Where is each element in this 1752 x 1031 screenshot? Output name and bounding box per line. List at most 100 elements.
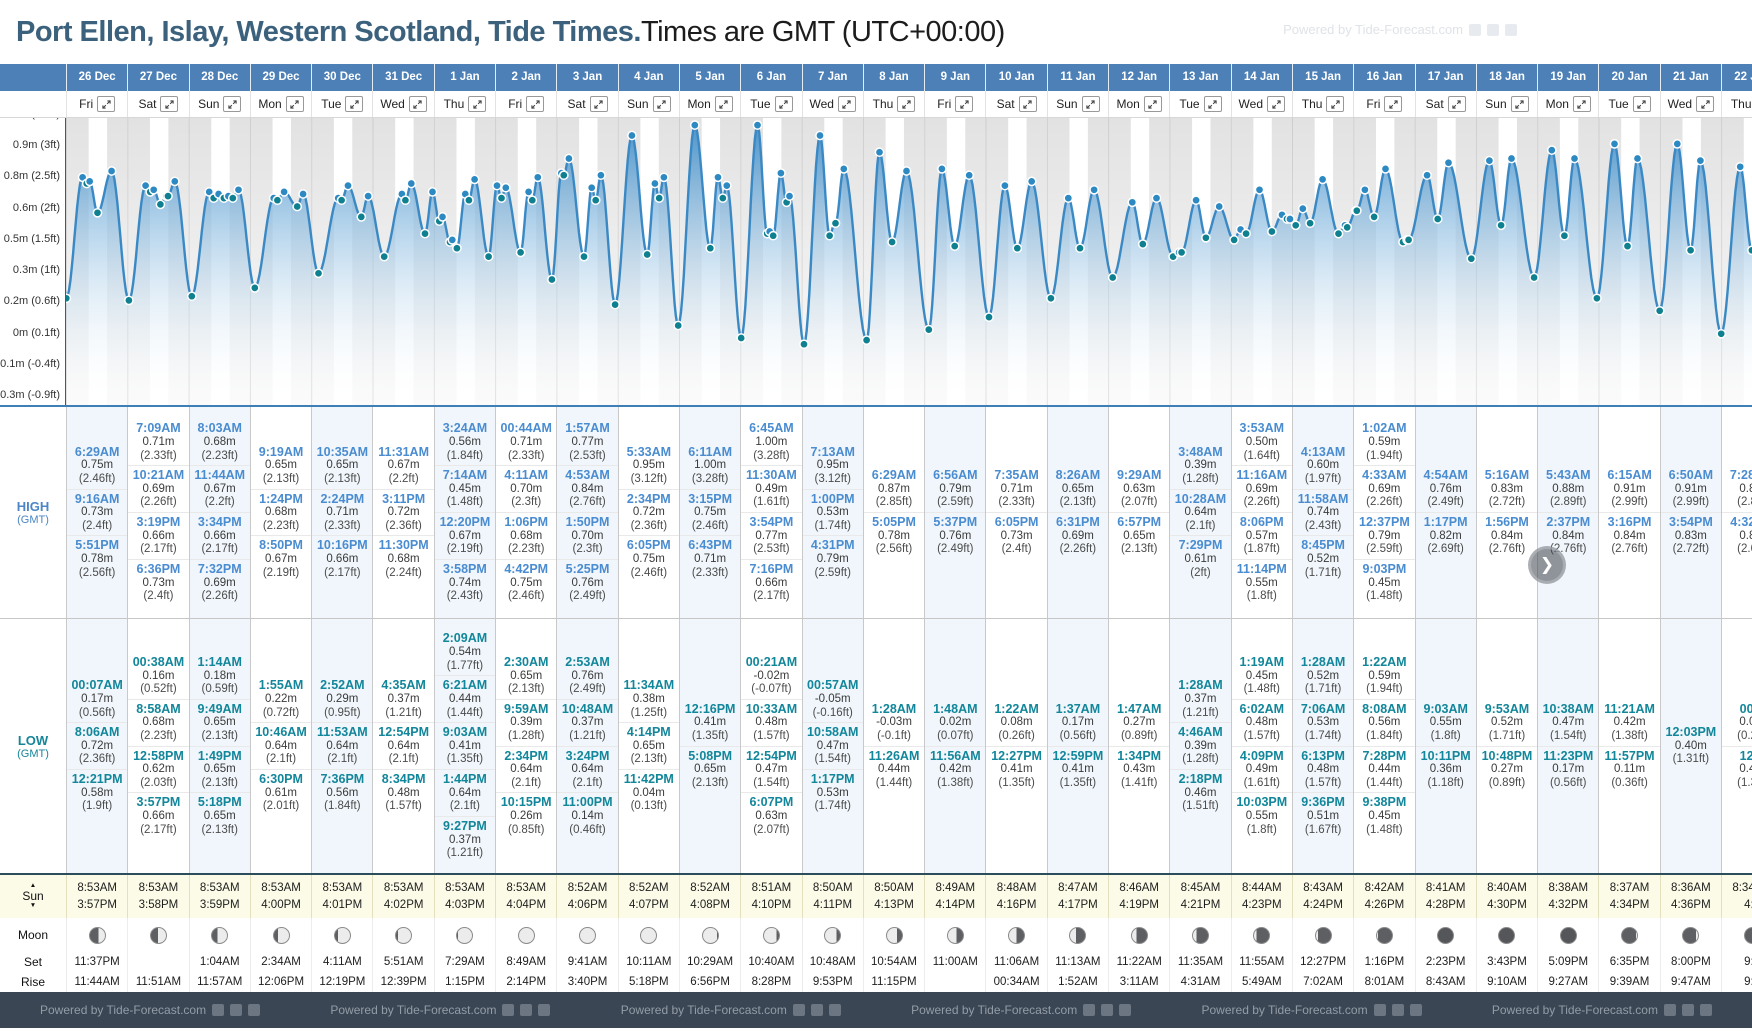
scroll-next-button[interactable]: ❯: [1528, 546, 1566, 584]
expand-day-button[interactable]: [408, 96, 427, 112]
expand-day-button[interactable]: [1326, 96, 1345, 112]
low-tide-point: [830, 218, 841, 229]
tide-event: 1:55AM 0.22m (0.72ft): [251, 676, 311, 722]
date-cell: 22 Jan: [1721, 64, 1752, 91]
tide-height-ft: (1.28ft): [1182, 473, 1219, 485]
sunset-time: 3:58PM: [138, 899, 179, 911]
moonset-cell: 5:09PM: [1537, 952, 1598, 972]
tide-event: 3:15PM 0.75m (2.46ft): [679, 488, 741, 536]
tide-height-ft: (0.95ft): [324, 706, 361, 719]
high-tide-point: [532, 172, 543, 183]
expand-day-button[interactable]: [897, 96, 916, 112]
day-cell: Thu: [862, 91, 924, 117]
tide-height-m: 0.0m: [1739, 716, 1752, 729]
expand-day-button[interactable]: [1384, 96, 1403, 112]
sunset-time: 4:07PM: [629, 899, 669, 911]
tide-height-ft: (2.8ft): [1737, 496, 1752, 509]
powered-by-text: Powered by Tide-Forecast.com: [911, 1003, 1078, 1017]
tide-event: 9:19AM 0.65m (2.13ft): [251, 443, 311, 489]
expand-day-button[interactable]: [1632, 96, 1651, 112]
expand-day-button[interactable]: [1572, 96, 1591, 112]
expand-day-button[interactable]: [345, 96, 364, 112]
tide-time: 5:51PM: [75, 538, 120, 553]
expand-icon: [290, 99, 299, 109]
day-name: Fri: [79, 97, 94, 111]
tide-time: 4:53AM: [565, 468, 610, 483]
high-tide-point: [106, 166, 117, 176]
expand-day-button[interactable]: [526, 96, 545, 112]
expand-icon: [1389, 99, 1398, 109]
tide-height-ft: (2.17ft): [140, 543, 177, 556]
high-tide-point: [1672, 139, 1683, 149]
expand-day-button[interactable]: [1696, 96, 1715, 112]
tide-height-m: 0.67m: [387, 459, 420, 472]
tide-time: 3:15PM: [688, 491, 732, 506]
tide-time: 12:3: [1739, 748, 1752, 763]
expand-day-button[interactable]: [955, 96, 974, 112]
social-icon: [792, 1004, 805, 1016]
high-day-cell: 8:26AM 0.65m (2.13ft) 6:31PM 0.69m (2.26ft): [1046, 407, 1109, 618]
chevron-right-icon: ❯: [1539, 555, 1555, 574]
moonrise-cell: 9:5: [1721, 972, 1752, 992]
expand-day-button[interactable]: [714, 96, 733, 112]
high-tide-point: [1127, 197, 1138, 208]
high-day-cell: 6:56AM 0.79m (2.59ft) 5:37PM 0.76m (2.49ft): [924, 407, 986, 618]
moonrise-cell: 11:51AM: [127, 972, 188, 992]
tide-height-ft: (1.8ft): [1430, 729, 1461, 742]
tide-time: 6:21AM: [442, 678, 488, 693]
tide-event: 7:06AM 0.53m (1.74ft): [1292, 698, 1354, 746]
low-tide-point: [736, 333, 747, 343]
low-day-cell: 1:19AM 0.45m (1.48ft) 6:02AM 0.48m (1.57ft) 4:…: [1230, 619, 1292, 873]
expand-icon: [842, 99, 852, 109]
expand-day-button[interactable]: [1203, 96, 1222, 112]
tide-time: 1:55AM: [258, 678, 304, 693]
expand-day-button[interactable]: [837, 96, 856, 112]
expand-day-button[interactable]: [1447, 96, 1466, 112]
moon-cell: [127, 918, 188, 952]
set-label: Set: [23, 955, 42, 969]
tide-event: 8:06PM 0.57m (1.87ft): [1231, 512, 1292, 559]
tide-time: 3:48AM: [1178, 444, 1223, 459]
expand-day-button[interactable]: [652, 96, 671, 112]
moon-label: Moon: [17, 928, 49, 942]
tide-height-m: 0.66m: [203, 529, 236, 542]
moon-phase-icon: [1437, 926, 1455, 944]
tide-time: 11:30AM: [746, 468, 797, 483]
tide-time: 00:21AM: [745, 654, 798, 669]
expand-day-button[interactable]: [1018, 96, 1037, 112]
expand-day-button[interactable]: [774, 96, 793, 112]
tide-height-m: 0.64m: [571, 763, 604, 776]
tide-height-ft: (2.19ft): [262, 566, 300, 579]
expand-day-button[interactable]: [223, 96, 242, 112]
tide-height-ft: (1.74ft): [814, 800, 851, 813]
low-tide-point: [1369, 212, 1379, 222]
low-tide-point: [227, 193, 238, 203]
day-name: Thu: [1730, 97, 1752, 111]
expand-day-button[interactable]: [1510, 96, 1529, 112]
expand-day-button[interactable]: [285, 96, 304, 112]
day-name: Fri: [1366, 97, 1381, 111]
tide-height-m: 0.37m: [571, 716, 604, 729]
expand-day-button[interactable]: [589, 96, 608, 112]
moon-phase-icon: [1069, 926, 1087, 944]
sunset-time: 4:32PM: [1548, 899, 1589, 911]
tide-time: 11:26AM: [868, 748, 920, 763]
moon-cell: [188, 918, 250, 952]
tide-event: 1:56PM 0.84m (2.76ft): [1476, 512, 1538, 559]
tide-event: 9:38PM 0.45m (1.48ft): [1354, 792, 1415, 839]
sunset-time: 4:10PM: [751, 899, 792, 911]
tide-height-m: 0.72m: [387, 506, 420, 519]
expand-day-button[interactable]: [1267, 96, 1286, 112]
moonrise-row: Rise 11:44AM 11:51AM 11:57AM 12:06PM 12:19PM…: [0, 972, 1752, 992]
tide-time: 11:34AM: [623, 678, 675, 693]
tide-time: 10:48PM: [1481, 748, 1533, 763]
expand-day-button[interactable]: [1081, 96, 1100, 112]
expand-day-button[interactable]: [468, 96, 487, 112]
moonset-cell: 11:00AM: [924, 952, 985, 972]
tide-event: 11:44AM 0.67m (2.2ft): [189, 465, 250, 512]
tide-height-ft: (2.26ft): [140, 496, 177, 509]
expand-day-button[interactable]: [97, 96, 116, 112]
expand-day-button[interactable]: [160, 96, 179, 112]
expand-day-button[interactable]: [1143, 96, 1162, 112]
sun-cell: 8:53AM 3:57PM: [66, 875, 127, 918]
